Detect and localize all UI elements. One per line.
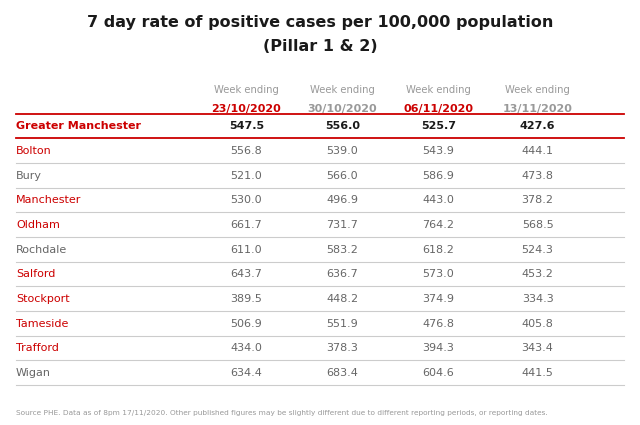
Text: 556.8: 556.8 bbox=[230, 146, 262, 156]
Text: 573.0: 573.0 bbox=[422, 269, 454, 279]
Text: 374.9: 374.9 bbox=[422, 294, 454, 304]
Text: 586.9: 586.9 bbox=[422, 171, 454, 181]
Text: 378.3: 378.3 bbox=[326, 343, 358, 353]
Text: 13/11/2020: 13/11/2020 bbox=[502, 104, 573, 114]
Text: Week ending: Week ending bbox=[505, 85, 570, 95]
Text: 444.1: 444.1 bbox=[522, 146, 554, 156]
Text: 524.3: 524.3 bbox=[522, 245, 554, 255]
Text: 443.0: 443.0 bbox=[422, 196, 454, 205]
Text: 525.7: 525.7 bbox=[421, 122, 456, 131]
Text: 643.7: 643.7 bbox=[230, 269, 262, 279]
Text: 604.6: 604.6 bbox=[422, 368, 454, 378]
Text: 568.5: 568.5 bbox=[522, 220, 554, 230]
Text: Trafford: Trafford bbox=[16, 343, 59, 353]
Text: 634.4: 634.4 bbox=[230, 368, 262, 378]
Text: 547.5: 547.5 bbox=[229, 122, 264, 131]
Text: 378.2: 378.2 bbox=[522, 196, 554, 205]
Text: 506.9: 506.9 bbox=[230, 319, 262, 329]
Text: 496.9: 496.9 bbox=[326, 196, 358, 205]
Text: 7 day rate of positive cases per 100,000 population: 7 day rate of positive cases per 100,000… bbox=[87, 15, 553, 30]
Text: Bury: Bury bbox=[16, 171, 42, 181]
Text: 731.7: 731.7 bbox=[326, 220, 358, 230]
Text: 539.0: 539.0 bbox=[326, 146, 358, 156]
Text: 764.2: 764.2 bbox=[422, 220, 454, 230]
Text: 434.0: 434.0 bbox=[230, 343, 262, 353]
Text: 551.9: 551.9 bbox=[326, 319, 358, 329]
Text: 30/10/2020: 30/10/2020 bbox=[308, 104, 377, 114]
Text: Rochdale: Rochdale bbox=[16, 245, 67, 255]
Text: 453.2: 453.2 bbox=[522, 269, 554, 279]
Text: Tameside: Tameside bbox=[16, 319, 68, 329]
Text: Salford: Salford bbox=[16, 269, 56, 279]
Text: 23/10/2020: 23/10/2020 bbox=[212, 104, 281, 114]
Text: Week ending: Week ending bbox=[406, 85, 471, 95]
Text: 448.2: 448.2 bbox=[326, 294, 358, 304]
Text: 521.0: 521.0 bbox=[230, 171, 262, 181]
Text: 473.8: 473.8 bbox=[522, 171, 554, 181]
Text: (Pillar 1 & 2): (Pillar 1 & 2) bbox=[262, 39, 378, 54]
Text: 636.7: 636.7 bbox=[326, 269, 358, 279]
Text: Source PHE. Data as of 8pm 17/11/2020. Other published figures may be slightly d: Source PHE. Data as of 8pm 17/11/2020. O… bbox=[16, 410, 548, 416]
Text: 405.8: 405.8 bbox=[522, 319, 554, 329]
Text: Oldham: Oldham bbox=[16, 220, 60, 230]
Text: 06/11/2020: 06/11/2020 bbox=[403, 104, 474, 114]
Text: Bolton: Bolton bbox=[16, 146, 52, 156]
Text: 530.0: 530.0 bbox=[230, 196, 262, 205]
Text: Wigan: Wigan bbox=[16, 368, 51, 378]
Text: 427.6: 427.6 bbox=[520, 122, 556, 131]
Text: 556.0: 556.0 bbox=[325, 122, 360, 131]
Text: 566.0: 566.0 bbox=[326, 171, 358, 181]
Text: 618.2: 618.2 bbox=[422, 245, 454, 255]
Text: Week ending: Week ending bbox=[310, 85, 375, 95]
Text: Stockport: Stockport bbox=[16, 294, 70, 304]
Text: 389.5: 389.5 bbox=[230, 294, 262, 304]
Text: 611.0: 611.0 bbox=[230, 245, 262, 255]
Text: 683.4: 683.4 bbox=[326, 368, 358, 378]
Text: 476.8: 476.8 bbox=[422, 319, 454, 329]
Text: 394.3: 394.3 bbox=[422, 343, 454, 353]
Text: 343.4: 343.4 bbox=[522, 343, 554, 353]
Text: 441.5: 441.5 bbox=[522, 368, 554, 378]
Text: 543.9: 543.9 bbox=[422, 146, 454, 156]
Text: Week ending: Week ending bbox=[214, 85, 279, 95]
Text: Manchester: Manchester bbox=[16, 196, 81, 205]
Text: 334.3: 334.3 bbox=[522, 294, 554, 304]
Text: 583.2: 583.2 bbox=[326, 245, 358, 255]
Text: 661.7: 661.7 bbox=[230, 220, 262, 230]
Text: Greater Manchester: Greater Manchester bbox=[16, 122, 141, 131]
